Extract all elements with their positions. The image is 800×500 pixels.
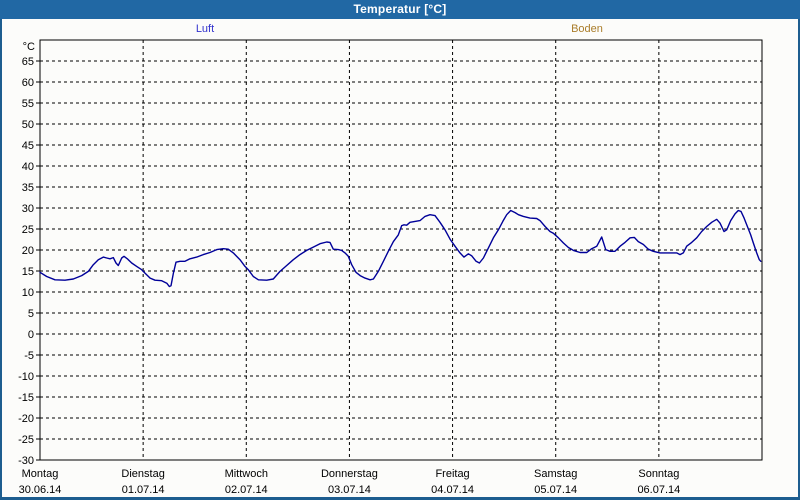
y-tick-label: 65 [22, 56, 34, 68]
axis-tick-labels: -30 -25 -20 -15 -10 -5 0 5 10 15 20 25 30 35 40 45 50 55 6… [18, 41, 680, 496]
x-weekday-label: Samstag [534, 468, 577, 480]
x-date-label: 04.07.14 [431, 484, 474, 496]
y-tick-label: -15 [18, 392, 34, 404]
axes [36, 39, 763, 461]
y-tick-label: 10 [22, 287, 34, 299]
legend-item-boden: Boden [571, 23, 603, 35]
y-tick-label: 0 [28, 329, 34, 341]
series-lines [39, 209, 762, 288]
chart-background [2, 19, 798, 497]
x-weekday-label: Donnerstag [321, 468, 378, 480]
x-date-label: 30.06.14 [19, 484, 62, 496]
y-tick-label: 25 [22, 224, 34, 236]
x-date-label: 05.07.14 [534, 484, 577, 496]
y-tick-label: 40 [22, 161, 34, 173]
gridlines [40, 40, 762, 460]
x-weekday-label: Mittwoch [225, 468, 268, 480]
y-tick-label: -30 [18, 455, 34, 467]
x-weekday-label: Freitag [435, 468, 469, 480]
y-tick-label: 55 [22, 98, 34, 110]
y-tick-label: -20 [18, 413, 34, 425]
x-date-label: 02.07.14 [225, 484, 268, 496]
x-date-label: 01.07.14 [122, 484, 165, 496]
y-tick-label: 5 [28, 308, 34, 320]
x-date-label: 03.07.14 [328, 484, 371, 496]
x-weekday-label: Dienstag [121, 468, 164, 480]
y-tick-label: 45 [22, 140, 34, 152]
y-tick-label: 50 [22, 119, 34, 131]
y-tick-label: -25 [18, 434, 34, 446]
y-tick-label: -5 [24, 350, 34, 362]
x-date-label: 06.07.14 [637, 484, 680, 496]
window-title: Temperatur [°C] [353, 2, 447, 16]
y-tick-label: 15 [22, 266, 34, 278]
x-weekday-label: Montag [22, 468, 59, 480]
y-axis-unit-label: °C [23, 41, 35, 53]
y-tick-label: 35 [22, 182, 34, 194]
legend-item-luft: Luft [195, 23, 215, 35]
y-tick-label: -10 [18, 371, 34, 383]
y-tick-label: 60 [22, 77, 34, 89]
x-weekday-label: Sonntag [638, 468, 679, 480]
window-titlebar[interactable]: Temperatur [°C] [0, 0, 800, 19]
y-tick-label: 20 [22, 245, 34, 257]
y-tick-label: 30 [22, 203, 34, 215]
luft-series-line [39, 209, 762, 288]
